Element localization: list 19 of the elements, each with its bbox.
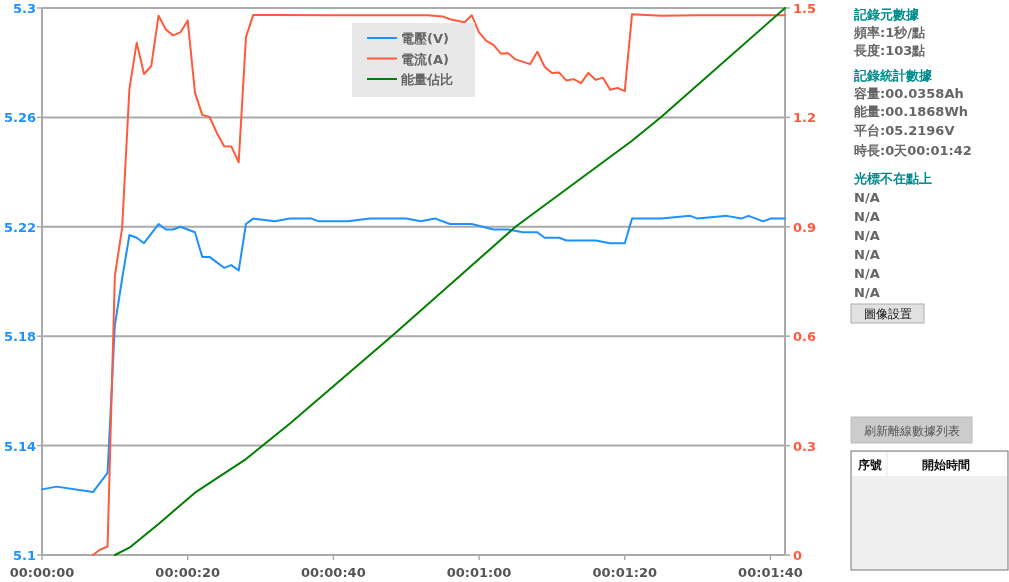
annotation: N/A (854, 266, 880, 281)
annotation: 長度:103點 (854, 43, 926, 58)
annotation: N/A (854, 247, 880, 262)
annotation: N/A (854, 190, 880, 205)
annotation: N/A (854, 209, 880, 224)
annotation: 光標不在點上 (854, 171, 932, 186)
annotation: N/A (854, 228, 880, 243)
annotation: 圖像設置 (863, 307, 912, 321)
annotation: 記錄元數據 (854, 7, 919, 22)
annotation: 記錄統計數據 (854, 68, 932, 83)
annotation: 序號 (857, 458, 882, 472)
annotation: N/A (854, 285, 880, 300)
annotation: 頻率:1秒/點 (854, 25, 925, 40)
annotation: 平台:05.2196V (854, 123, 955, 138)
annotation: 容量:00.0358Ah (854, 86, 964, 101)
annotation: 開始時間 (922, 458, 970, 472)
annotation: 能量:00.1868Wh (854, 104, 968, 119)
annotation: 刷新離線數據列表 (863, 424, 960, 438)
annotation: 時長:0天00:01:42 (854, 143, 972, 158)
